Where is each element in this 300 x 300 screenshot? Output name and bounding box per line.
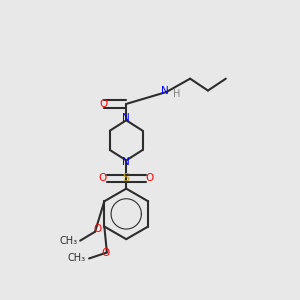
Text: O: O: [146, 173, 154, 183]
Text: CH₃: CH₃: [68, 254, 86, 263]
Text: O: O: [101, 248, 110, 258]
Text: H: H: [173, 89, 180, 99]
Text: CH₃: CH₃: [59, 236, 77, 246]
Text: N: N: [122, 113, 130, 123]
Text: N: N: [122, 158, 130, 167]
Text: O: O: [100, 99, 108, 109]
Text: N: N: [161, 85, 169, 96]
Text: S: S: [123, 173, 130, 183]
Text: O: O: [93, 224, 101, 234]
Text: O: O: [98, 173, 106, 183]
